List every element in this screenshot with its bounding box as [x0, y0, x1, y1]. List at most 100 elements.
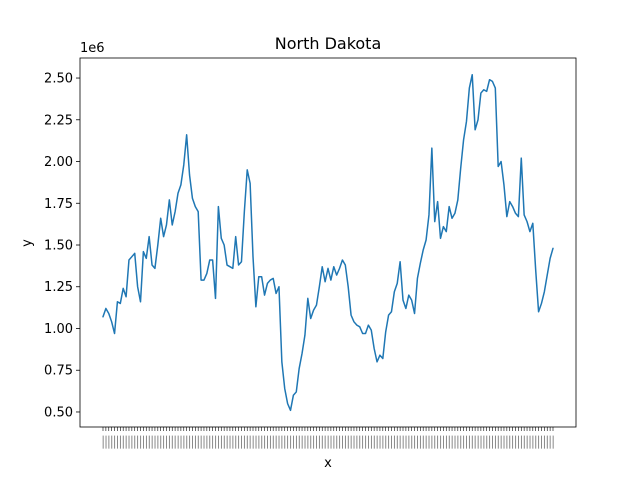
- x-tick-label: │: [221, 435, 228, 449]
- x-tick-label: │: [405, 435, 412, 449]
- x-tick-label: │: [529, 435, 536, 449]
- x-tick-label: │: [394, 435, 401, 449]
- chart-title: North Dakota: [275, 34, 382, 53]
- x-tick-label: │: [224, 435, 231, 449]
- x-tick-label: │: [180, 435, 187, 449]
- x-tick-label: │: [417, 435, 424, 449]
- x-tick-label: │: [403, 435, 410, 449]
- x-tick-label: │: [426, 435, 433, 449]
- x-tick-label: │: [550, 435, 557, 449]
- x-tick-label: │: [302, 435, 309, 449]
- x-tick-label: │: [175, 435, 182, 449]
- x-tick-label: │: [443, 435, 450, 449]
- x-tick-label: │: [504, 435, 511, 449]
- x-tick-label: │: [535, 435, 542, 449]
- x-tick-label: │: [206, 435, 213, 449]
- x-tick-label: │: [296, 435, 303, 449]
- x-tick-label: │: [434, 435, 441, 449]
- x-tick-label: │: [129, 435, 136, 449]
- x-tick-label: │: [212, 435, 219, 449]
- x-tick-label: │: [472, 435, 479, 449]
- x-tick-label: │: [501, 435, 508, 449]
- x-tick-label: │: [342, 435, 349, 449]
- x-tick-label: │: [267, 435, 274, 449]
- x-tick-label: │: [333, 435, 340, 449]
- x-tick-label: │: [258, 435, 265, 449]
- plot-frame: [79, 57, 577, 428]
- x-tick-label: │: [166, 435, 173, 449]
- x-tick-label: │: [400, 435, 407, 449]
- x-tick-label: │: [244, 435, 251, 449]
- x-tick-label: │: [454, 435, 461, 449]
- x-tick-label: │: [172, 435, 179, 449]
- y-tick-label: 2.25: [44, 113, 73, 128]
- x-tick-label: │: [475, 435, 482, 449]
- x-tick-label: │: [527, 435, 534, 449]
- series-line: [102, 73, 554, 412]
- plot-area: [80, 58, 576, 427]
- x-tick-label: │: [495, 435, 502, 449]
- y-tick-label: 0.75: [44, 364, 73, 379]
- x-tick-label: │: [457, 435, 464, 449]
- x-tick-label: │: [152, 435, 159, 449]
- x-tick-label: │: [506, 435, 513, 449]
- x-tick-label: │: [532, 435, 539, 449]
- x-tick-label: │: [299, 435, 306, 449]
- x-tick-label: │: [429, 435, 436, 449]
- x-tick-label: │: [229, 435, 236, 449]
- x-tick-label: │: [374, 435, 381, 449]
- x-tick-label: │: [232, 435, 239, 449]
- x-tick-label: │: [270, 435, 277, 449]
- x-tick-label: │: [371, 435, 378, 449]
- y-tick-label: 2.50: [44, 72, 73, 87]
- x-tick-label: │: [204, 435, 211, 449]
- y-tick-label: 1.75: [44, 197, 73, 212]
- x-tick-label: │: [365, 435, 372, 449]
- x-tick-label: │: [238, 435, 245, 449]
- x-tick-label: │: [120, 435, 127, 449]
- x-tick-label: │: [255, 435, 262, 449]
- x-tick-label: │: [446, 435, 453, 449]
- x-tick-label: │: [322, 435, 329, 449]
- x-tick-label: │: [117, 435, 124, 449]
- x-tick-label: │: [348, 435, 355, 449]
- x-tick-label: │: [466, 435, 473, 449]
- y-tick-label: 1.00: [44, 322, 73, 337]
- x-tick-label: │: [195, 435, 202, 449]
- y-axis-ticks: 0.50 0.75 1.00 1.25 1.50 1.75 2.00 2.25 2.50: [44, 72, 80, 420]
- x-tick-label: │: [382, 435, 389, 449]
- x-tick-label: │: [345, 435, 352, 449]
- y-tick-label: 1.25: [44, 280, 73, 295]
- x-tick-label: │: [247, 435, 254, 449]
- x-tick-label: │: [319, 435, 326, 449]
- x-tick-label: │: [359, 435, 366, 449]
- y-tick-label: 2.00: [44, 155, 73, 170]
- x-tick-label: │: [452, 435, 459, 449]
- x-tick-label: │: [521, 435, 528, 449]
- x-tick-label: │: [111, 435, 118, 449]
- x-tick-label: │: [108, 435, 115, 449]
- x-tick-label: │: [440, 435, 447, 449]
- x-tick-label: │: [287, 435, 294, 449]
- y-axis-multiplier: 1e6: [80, 41, 105, 56]
- x-tick-label: │: [140, 435, 147, 449]
- x-tick-label: │: [469, 435, 476, 449]
- x-tick-label: │: [198, 435, 205, 449]
- x-tick-label: │: [449, 435, 456, 449]
- x-tick-label: │: [310, 435, 317, 449]
- x-tick-label: │: [241, 435, 248, 449]
- x-tick-label: │: [218, 435, 225, 449]
- x-tick-label: │: [385, 435, 392, 449]
- x-tick-label: │: [183, 435, 190, 449]
- x-tick-label: │: [290, 435, 297, 449]
- x-tick-label: │: [105, 435, 112, 449]
- x-tick-label: │: [411, 435, 418, 449]
- x-tick-label: │: [163, 435, 170, 449]
- x-tick-label: │: [235, 435, 242, 449]
- x-tick-label: │: [354, 435, 361, 449]
- x-tick-label: │: [541, 435, 548, 449]
- x-axis-label: x: [324, 456, 332, 471]
- x-tick-label: │: [391, 435, 398, 449]
- x-tick-label: │: [339, 435, 346, 449]
